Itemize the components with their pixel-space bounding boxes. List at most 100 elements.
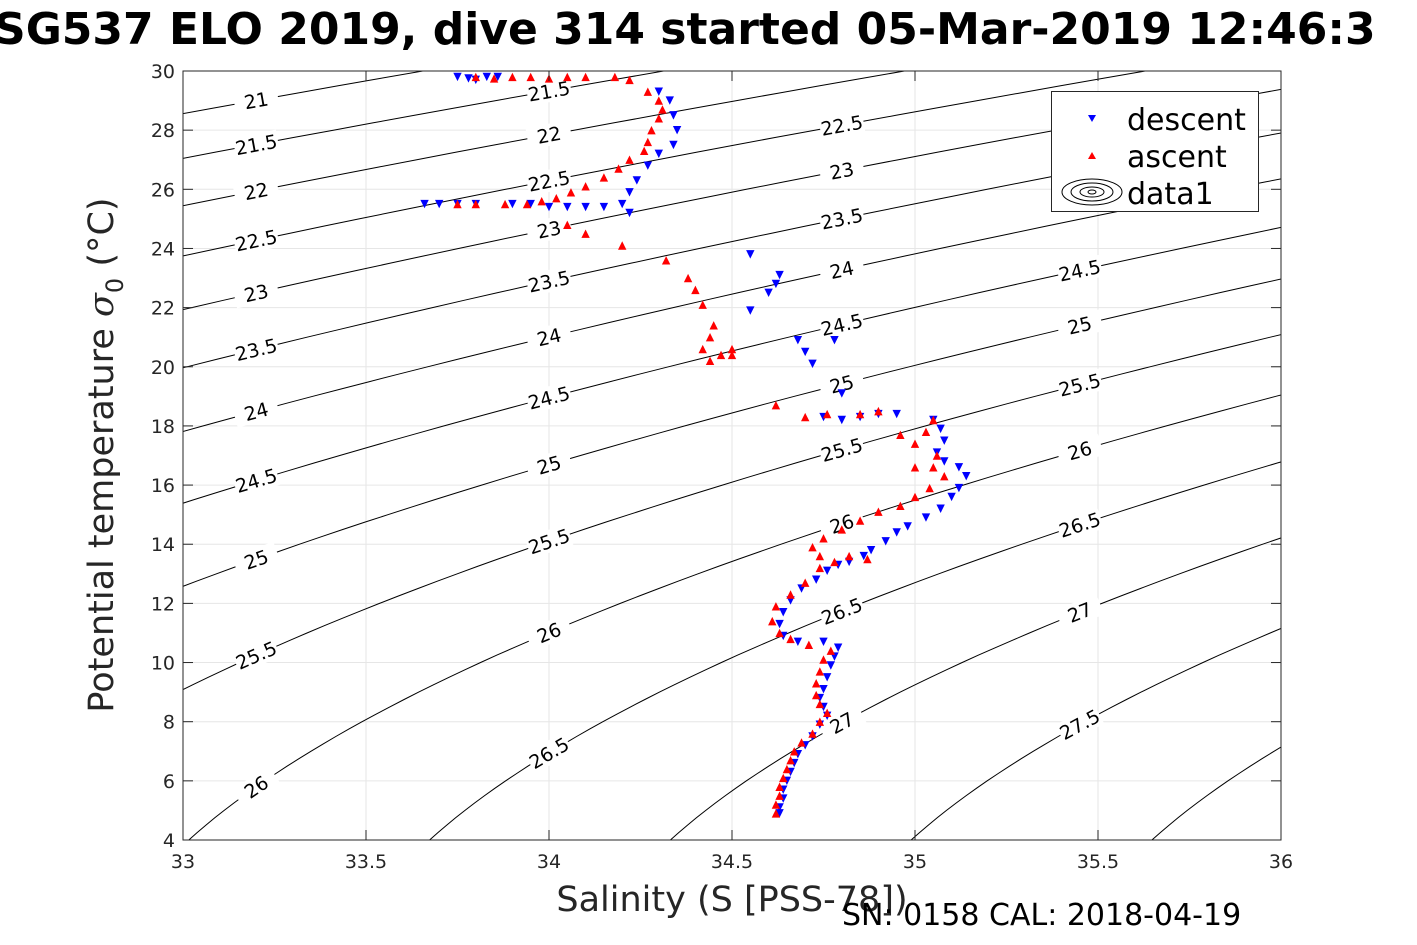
contour-label-group: 25.5	[231, 636, 281, 675]
descent-point	[669, 111, 678, 120]
legend-item-descent: descent	[1052, 100, 1258, 138]
descent-point	[837, 389, 846, 398]
contour-label-background	[231, 765, 281, 809]
contour-label: 22.5	[526, 167, 572, 197]
contour-label-group: 23.5	[232, 333, 281, 366]
ascent-point	[815, 667, 825, 676]
density-contour	[428, 461, 1281, 840]
ascent-point	[581, 229, 590, 238]
ascent-point	[691, 285, 700, 295]
descent-point	[936, 424, 945, 434]
descent-point	[837, 415, 846, 425]
ascent-point	[654, 114, 663, 123]
contour-label-group: 23.5	[525, 265, 573, 298]
ascent-point	[929, 463, 938, 472]
ascent-point	[910, 439, 920, 448]
descent-point	[811, 575, 821, 584]
y-tick-label: 22	[151, 298, 175, 320]
x-tick-label: 33	[171, 851, 195, 873]
density-contour	[183, 132, 1281, 369]
descent-point	[643, 161, 653, 170]
contour-label: 22.5	[819, 112, 865, 141]
descent-point	[632, 176, 642, 185]
contour-label-background	[232, 175, 280, 207]
ascent-point	[661, 256, 671, 265]
ascent-point	[863, 554, 872, 564]
contour-label-background	[1055, 254, 1104, 286]
contour-label: 23	[242, 281, 270, 308]
ascent-point	[581, 72, 590, 82]
y-axis-label-text: Potential temperature	[82, 316, 122, 713]
ascent-point	[786, 755, 795, 765]
ascent-point	[910, 463, 920, 472]
descent-point	[833, 643, 843, 652]
descent-point	[940, 436, 949, 445]
descent-point	[526, 199, 535, 209]
contour-label-group: 22.5	[525, 165, 573, 197]
x-tick-label: 35	[903, 851, 927, 873]
ascent-point	[768, 616, 777, 626]
descent-point	[793, 335, 803, 345]
contour-label-background	[817, 308, 866, 341]
descent-point	[903, 522, 912, 531]
legend-label-ascent: ascent	[1127, 140, 1227, 175]
ascent-point	[709, 321, 718, 330]
descent-point	[892, 409, 901, 419]
contour-label-group: 25.5	[817, 432, 866, 467]
descent-point	[625, 188, 634, 197]
contour-label-group: 24	[817, 254, 866, 286]
descent-point	[819, 637, 828, 647]
contour-label-background	[1055, 704, 1105, 745]
ascent-point	[522, 199, 532, 209]
ascent-point	[698, 300, 707, 309]
ascent-point	[683, 273, 693, 283]
contour-label-group: 22	[232, 175, 280, 207]
ascent-point	[563, 220, 572, 229]
descent-point	[940, 457, 949, 466]
y-axis-label-unit: (°C)	[82, 197, 122, 278]
descent-point	[808, 359, 817, 369]
ascent-point	[775, 782, 784, 791]
contour-label-group: 22.5	[232, 225, 280, 256]
ascent-point	[826, 646, 836, 655]
contour-label-background	[524, 523, 574, 559]
ascent-point	[811, 690, 821, 700]
contour-label-background	[818, 155, 866, 186]
y-tick-label: 8	[163, 712, 175, 734]
ascent-point	[639, 146, 649, 156]
ascent-point	[782, 764, 792, 774]
ascent-point	[705, 356, 715, 366]
ascent-point	[815, 717, 825, 726]
y-tick-label: 14	[151, 534, 175, 556]
y-axis-label: Potential temperature σ0 (°C)	[82, 197, 129, 713]
ascent-point	[801, 412, 810, 422]
y-tick-label: 30	[151, 61, 175, 83]
ascent-point	[822, 708, 832, 718]
density-contour	[183, 71, 908, 207]
ascent-point	[643, 87, 653, 96]
y-tick-label: 4	[163, 830, 175, 852]
ascent-point	[790, 747, 799, 756]
descent-point	[921, 513, 931, 522]
contour-label: 26.5	[1056, 509, 1103, 543]
ascent-point	[727, 350, 737, 360]
ascent-point	[822, 409, 832, 419]
x-tick-label: 36	[1269, 851, 1293, 873]
descent-point	[672, 125, 682, 135]
contour-label-background	[818, 110, 866, 140]
ascent-point	[552, 193, 561, 203]
y-axis-label-symbol: σ	[82, 293, 122, 317]
contour-label: 23	[828, 158, 856, 184]
contour-label-group: 24	[232, 395, 281, 428]
ascent-point	[940, 472, 949, 481]
contour-label-background	[525, 214, 573, 245]
ascent-point	[815, 699, 825, 709]
contour-label-background	[818, 203, 866, 234]
contour-label: 23.5	[526, 267, 572, 298]
contour-label-group: 27	[817, 702, 867, 743]
ascent-point	[508, 72, 517, 82]
ascent-point	[819, 534, 828, 543]
ascent-point	[647, 125, 656, 135]
contour-label-group: 26	[524, 613, 574, 652]
